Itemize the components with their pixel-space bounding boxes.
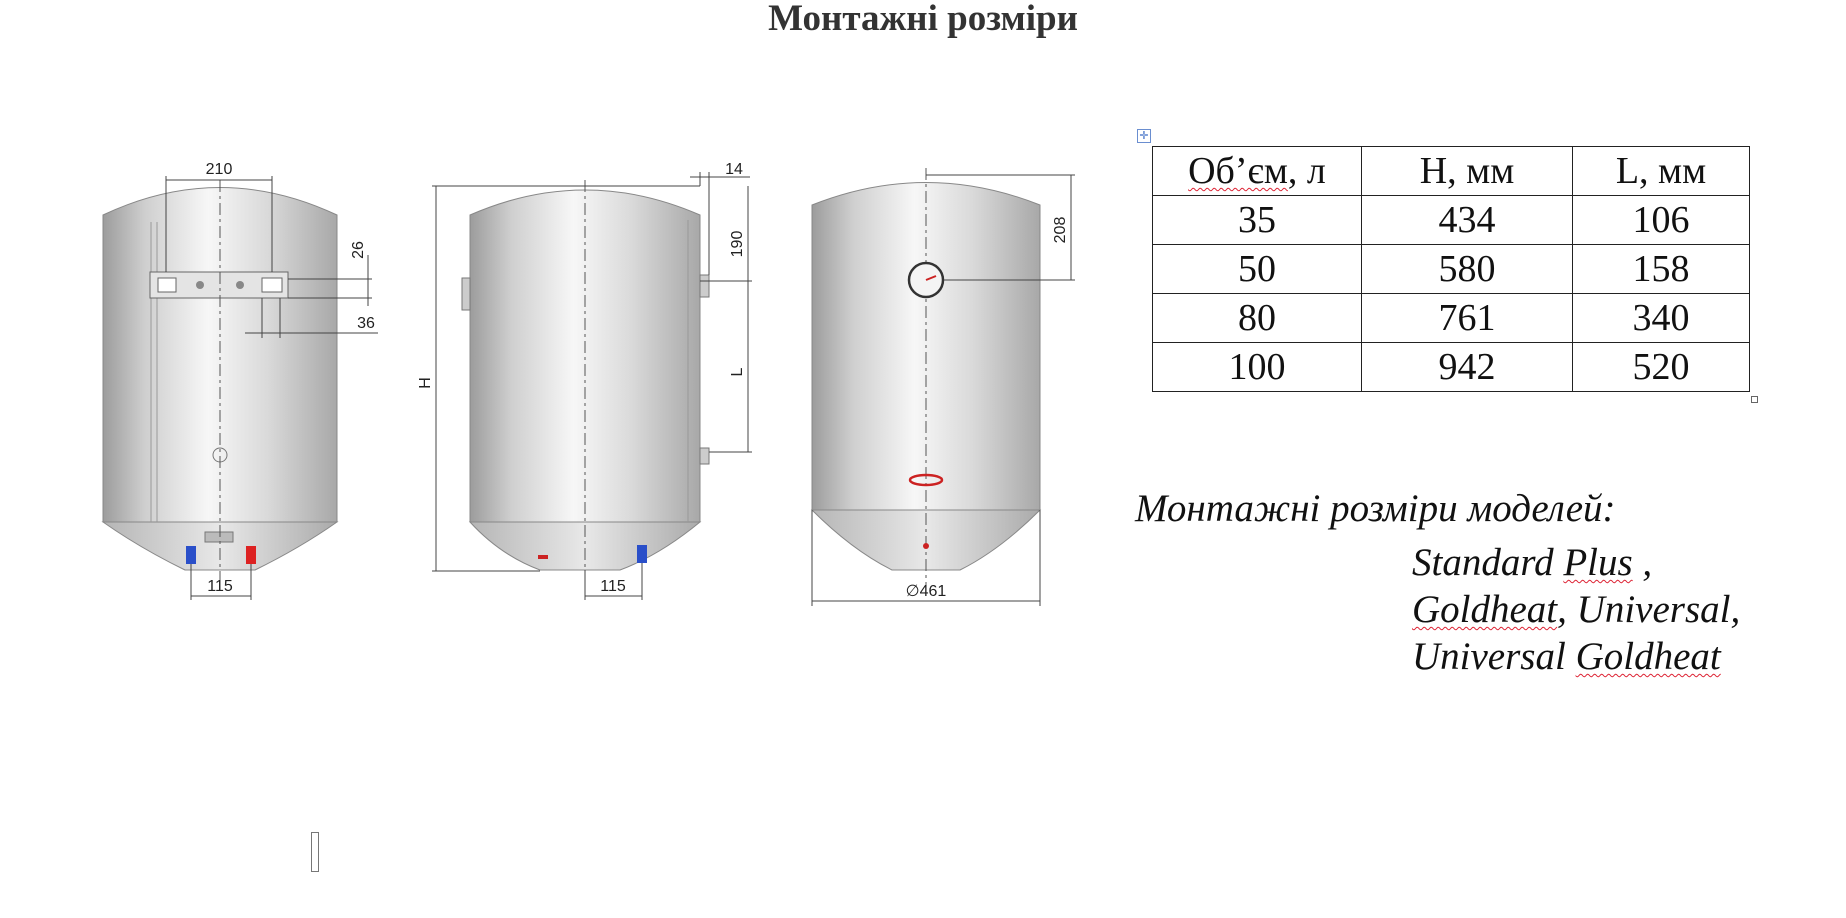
cell-l: 158	[1572, 244, 1750, 294]
header-volume: Об’єм, л	[1152, 146, 1362, 196]
installation-dimensions-drawing: 210 26 36 115 H 14 190 L	[101, 161, 1075, 606]
side-view: H 14 190 L 115	[417, 161, 752, 600]
dim-diameter: ∅461	[906, 583, 947, 600]
cell-volume: 100	[1152, 342, 1362, 392]
page-title: Монтажні розміри	[768, 0, 1078, 39]
dim-top-to-bracket: 190	[729, 231, 746, 258]
cell-height: 942	[1361, 342, 1573, 392]
table-header-row: Об’єм, л H, мм L, мм	[1152, 146, 1750, 196]
dim-bracket-offset: 36	[357, 315, 375, 332]
table-resize-handle[interactable]	[1751, 396, 1758, 403]
dim-bracket-spacing-L: L	[729, 367, 746, 376]
cell-height: 434	[1361, 195, 1573, 245]
cell-height: 580	[1361, 244, 1573, 294]
cell-l: 340	[1572, 293, 1750, 343]
cell-volume: 35	[1152, 195, 1362, 245]
dim-front-pipes: 115	[207, 578, 233, 595]
cell-height: 761	[1361, 293, 1573, 343]
dim-wall-gap: 14	[725, 161, 743, 178]
dim-bracket-width: 210	[206, 161, 233, 178]
cell-volume: 80	[1152, 293, 1362, 343]
model-line-2: Goldheat, Universal,	[1412, 588, 1741, 631]
cell-l: 520	[1572, 342, 1750, 392]
cell-l: 106	[1572, 195, 1750, 245]
table-row: 50 580 158	[1152, 244, 1750, 294]
dim-thermometer: 208	[1052, 217, 1069, 244]
dim-side-pipes: 115	[600, 578, 626, 595]
model-line-1: Standard Plus ,	[1412, 541, 1653, 584]
table-row: 100 942 520	[1152, 342, 1750, 392]
front-view: 210 26 36 115	[101, 161, 378, 600]
back-view: 208 ∅461	[810, 168, 1075, 606]
dimensions-table: Об’єм, л H, мм L, мм 35 434 106 50 580 1…	[1152, 146, 1750, 392]
dim-bracket-height: 26	[350, 241, 367, 259]
header-height: H, мм	[1361, 146, 1573, 196]
dim-height-H: H	[417, 377, 434, 389]
table-row: 35 434 106	[1152, 195, 1750, 245]
cell-volume: 50	[1152, 244, 1362, 294]
text-cursor[interactable]	[311, 832, 319, 872]
models-caption: Монтажні розміри моделей:	[1135, 487, 1616, 530]
model-line-3: Universal Goldheat	[1412, 635, 1721, 678]
table-row: 80 761 340	[1152, 293, 1750, 343]
header-l: L, мм	[1572, 146, 1750, 196]
move-icon[interactable]: ✛	[1137, 129, 1151, 143]
